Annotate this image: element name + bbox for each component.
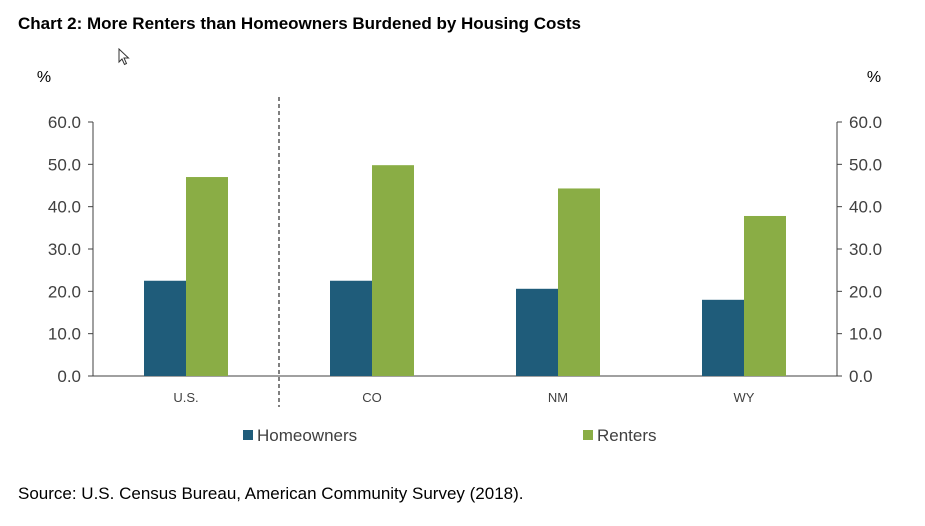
left-y-tick-label: 30.0 <box>48 240 81 259</box>
left-y-tick-label: 40.0 <box>48 198 81 217</box>
source-note: Source: U.S. Census Bureau, American Com… <box>18 484 524 503</box>
right-y-tick-label: 30.0 <box>849 240 882 259</box>
right-y-unit-label: % <box>867 69 881 86</box>
bar-renters-us <box>186 177 228 376</box>
right-y-tick-label: 10.0 <box>849 325 882 344</box>
left-y-tick-label: 60.0 <box>48 113 81 132</box>
bar-renters-wy <box>744 215 786 376</box>
right-y-tick-label: 0.0 <box>849 367 873 386</box>
x-category-label: U.S. <box>173 390 198 405</box>
legend-swatch-renters <box>583 430 593 440</box>
bar-homeowners-nm <box>516 288 558 376</box>
mouse-cursor-icon <box>118 48 130 66</box>
left-y-tick-label: 10.0 <box>48 325 81 344</box>
x-category-label: WY <box>734 390 755 405</box>
bar-homeowners-co <box>330 280 372 376</box>
bar-renters-co <box>372 165 414 376</box>
right-y-tick-label: 20.0 <box>849 282 882 301</box>
x-category-label: CO <box>362 390 382 405</box>
legend-label-renters: Renters <box>597 426 657 445</box>
right-y-tick-label: 60.0 <box>849 113 882 132</box>
bar-chart: 0.0 0.0 10.0 10.0 20.0 20.0 30.0 30.0 40.0 40.0 50… <box>37 69 882 445</box>
left-y-tick-label: 20.0 <box>48 282 81 301</box>
chart-title: Chart 2: More Renters than Homeowners Bu… <box>18 14 581 33</box>
bar-homeowners-us <box>144 280 186 376</box>
x-category-label: NM <box>548 390 568 405</box>
left-y-unit-label: % <box>37 69 51 86</box>
right-y-tick-label: 40.0 <box>849 198 882 217</box>
left-y-tick-label: 0.0 <box>57 367 81 386</box>
bar-homeowners-wy <box>702 299 744 376</box>
left-y-tick-label: 50.0 <box>48 155 81 174</box>
legend-label-homeowners: Homeowners <box>257 426 357 445</box>
bar-renters-nm <box>558 188 600 376</box>
legend-swatch-homeowners <box>243 430 253 440</box>
right-y-tick-label: 50.0 <box>849 155 882 174</box>
